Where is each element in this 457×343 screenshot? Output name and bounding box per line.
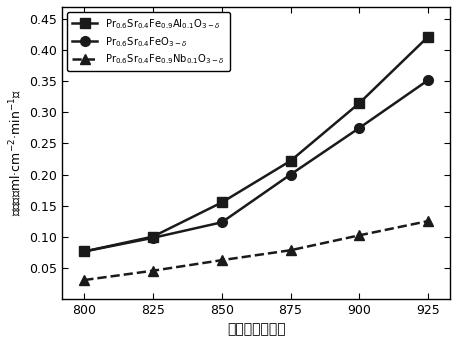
Legend: Pr$_{0.6}$Sr$_{0.4}$Fe$_{0.9}$Al$_{0.1}$O$_{3-\delta}$, Pr$_{0.6}$Sr$_{0.4}$FeO$: Pr$_{0.6}$Sr$_{0.4}$Fe$_{0.9}$Al$_{0.1}$… [67,12,230,71]
Pr$_{0.6}$Sr$_{0.4}$Fe$_{0.9}$Nb$_{0.1}$O$_{3-\delta}$ [219,258,224,262]
Line: Pr$_{0.6}$Sr$_{0.4}$Fe$_{0.9}$Nb$_{0.1}$O$_{3-\delta}$: Pr$_{0.6}$Sr$_{0.4}$Fe$_{0.9}$Nb$_{0.1}$… [80,216,433,285]
Pr$_{0.6}$Sr$_{0.4}$Fe$_{0.9}$Nb$_{0.1}$O$_{3-\delta}$ [81,278,87,282]
Pr$_{0.6}$Sr$_{0.4}$Fe$_{0.9}$Al$_{0.1}$O$_{3-\delta}$ [150,235,156,239]
Pr$_{0.6}$Sr$_{0.4}$Fe$_{0.9}$Al$_{0.1}$O$_{3-\delta}$ [288,159,293,163]
Pr$_{0.6}$Sr$_{0.4}$Fe$_{0.9}$Al$_{0.1}$O$_{3-\delta}$ [356,101,362,105]
Pr$_{0.6}$Sr$_{0.4}$FeO$_{3-\delta}$ [356,126,362,130]
Pr$_{0.6}$Sr$_{0.4}$FeO$_{3-\delta}$ [81,249,87,253]
Pr$_{0.6}$Sr$_{0.4}$FeO$_{3-\delta}$ [219,220,224,224]
Pr$_{0.6}$Sr$_{0.4}$Fe$_{0.9}$Nb$_{0.1}$O$_{3-\delta}$ [425,219,431,223]
Line: Pr$_{0.6}$Sr$_{0.4}$Fe$_{0.9}$Al$_{0.1}$O$_{3-\delta}$: Pr$_{0.6}$Sr$_{0.4}$Fe$_{0.9}$Al$_{0.1}$… [80,32,433,256]
Y-axis label: 透氧量（ml·cm$^{-2}$·min$^{-1}$）: 透氧量（ml·cm$^{-2}$·min$^{-1}$） [7,90,24,216]
Pr$_{0.6}$Sr$_{0.4}$Fe$_{0.9}$Al$_{0.1}$O$_{3-\delta}$ [81,249,87,253]
Pr$_{0.6}$Sr$_{0.4}$FeO$_{3-\delta}$ [288,173,293,177]
Pr$_{0.6}$Sr$_{0.4}$Fe$_{0.9}$Nb$_{0.1}$O$_{3-\delta}$ [288,248,293,252]
Line: Pr$_{0.6}$Sr$_{0.4}$FeO$_{3-\delta}$: Pr$_{0.6}$Sr$_{0.4}$FeO$_{3-\delta}$ [80,75,433,256]
Pr$_{0.6}$Sr$_{0.4}$FeO$_{3-\delta}$ [150,236,156,240]
Pr$_{0.6}$Sr$_{0.4}$Fe$_{0.9}$Nb$_{0.1}$O$_{3-\delta}$ [150,269,156,273]
Pr$_{0.6}$Sr$_{0.4}$FeO$_{3-\delta}$ [425,78,431,82]
Pr$_{0.6}$Sr$_{0.4}$Fe$_{0.9}$Nb$_{0.1}$O$_{3-\delta}$ [356,233,362,237]
Pr$_{0.6}$Sr$_{0.4}$Fe$_{0.9}$Al$_{0.1}$O$_{3-\delta}$ [425,35,431,39]
Pr$_{0.6}$Sr$_{0.4}$Fe$_{0.9}$Al$_{0.1}$O$_{3-\delta}$ [219,200,224,204]
X-axis label: 温度（攝氏度）: 温度（攝氏度） [227,322,286,336]
